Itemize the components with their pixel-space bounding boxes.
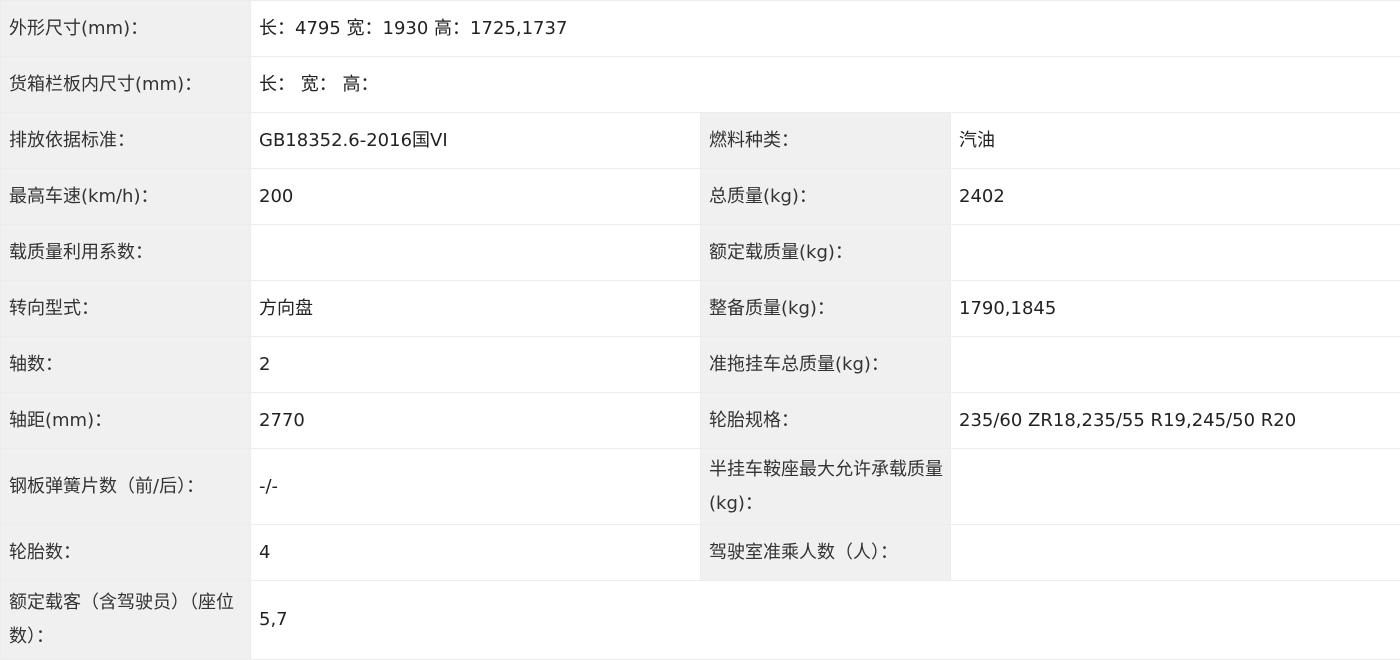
spec-value: 方向盘 (250, 280, 701, 337)
spec-value: 2770 (250, 392, 701, 449)
spec-label: 轮胎数： (0, 524, 251, 581)
spec-value: 2402 (949, 168, 1400, 225)
spec-value: 长：4795 宽：1930 高：1725,1737 (249, 0, 1400, 57)
spec-value: 235/60 ZR18,235/55 R19,245/50 R20 (949, 392, 1400, 449)
spec-row: 最高车速(km/h)： 200 总质量(kg)： 2402 (0, 168, 1400, 225)
spec-label: 转向型式： (0, 280, 251, 337)
spec-value (250, 224, 701, 281)
spec-value: 1790,1845 (949, 280, 1400, 337)
spec-label: 额定载质量(kg)： (700, 224, 951, 281)
spec-label: 外形尺寸(mm)： (0, 0, 251, 57)
spec-row: 转向型式： 方向盘 整备质量(kg)： 1790,1845 (0, 280, 1400, 337)
spec-value: 汽油 (949, 112, 1400, 169)
spec-value: GB18352.6-2016国VI (250, 112, 701, 169)
spec-label: 货箱栏板内尺寸(mm)： (0, 56, 251, 113)
spec-label: 轴数： (0, 336, 251, 393)
spec-label: 额定载客（含驾驶员）（座位数）： (0, 580, 251, 660)
spec-label: 燃料种类： (700, 112, 951, 169)
spec-row: 外形尺寸(mm)： 长：4795 宽：1930 高：1725,1737 (0, 0, 1400, 57)
spec-value: 4 (250, 524, 701, 581)
spec-row: 轴距(mm)： 2770 轮胎规格： 235/60 ZR18,235/55 R1… (0, 392, 1400, 449)
spec-row: 额定载客（含驾驶员）（座位数）： 5,7 (0, 580, 1400, 660)
spec-label: 驾驶室准乘人数（人）： (700, 524, 951, 581)
spec-value (949, 336, 1400, 393)
spec-value: 2 (250, 336, 701, 393)
spec-label: 整备质量(kg)： (700, 280, 951, 337)
spec-label: 总质量(kg)： (700, 168, 951, 225)
spec-label: 轴距(mm)： (0, 392, 251, 449)
spec-value (949, 524, 1400, 581)
spec-value (949, 448, 1400, 525)
spec-label: 准拖挂车总质量(kg)： (700, 336, 951, 393)
spec-value: 200 (250, 168, 701, 225)
spec-row: 载质量利用系数： 额定载质量(kg)： (0, 224, 1400, 281)
spec-label: 排放依据标准： (0, 112, 251, 169)
spec-value (949, 224, 1400, 281)
spec-row: 轴数： 2 准拖挂车总质量(kg)： (0, 336, 1400, 393)
spec-row: 钢板弹簧片数（前/后）： -/- 半挂车鞍座最大允许承载质量(kg)： (0, 448, 1400, 525)
spec-row: 轮胎数： 4 驾驶室准乘人数（人）： (0, 524, 1400, 581)
spec-row: 货箱栏板内尺寸(mm)： 长： 宽： 高： (0, 56, 1400, 113)
spec-label: 最高车速(km/h)： (0, 168, 251, 225)
spec-row: 排放依据标准： GB18352.6-2016国VI 燃料种类： 汽油 (0, 112, 1400, 169)
spec-value: 长： 宽： 高： (249, 56, 1400, 113)
spec-label: 钢板弹簧片数（前/后）： (0, 448, 251, 525)
spec-label: 半挂车鞍座最大允许承载质量(kg)： (700, 448, 951, 525)
spec-value: 5,7 (249, 580, 1400, 660)
spec-label: 载质量利用系数： (0, 224, 251, 281)
spec-value: -/- (250, 448, 701, 525)
spec-label: 轮胎规格： (700, 392, 951, 449)
